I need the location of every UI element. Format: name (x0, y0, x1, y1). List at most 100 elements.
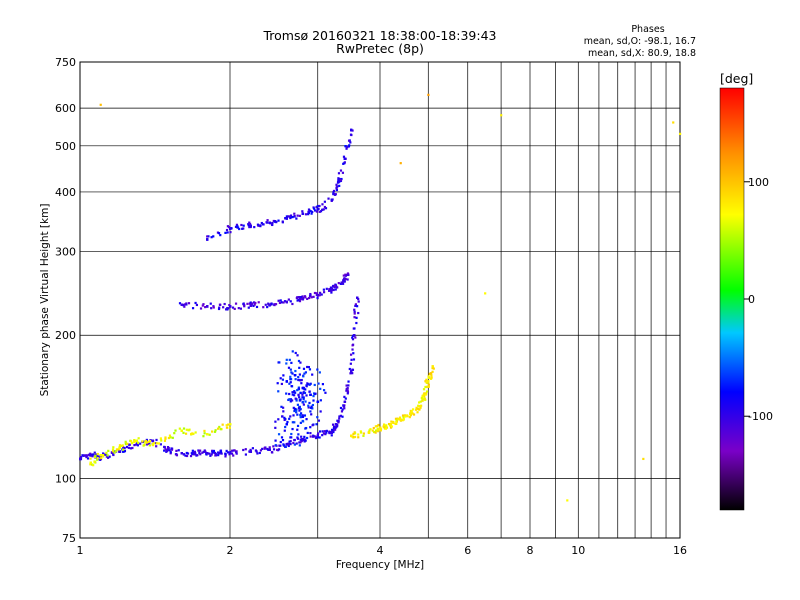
echo-point (298, 441, 301, 444)
echo-point (294, 378, 297, 381)
echo-point (300, 382, 303, 385)
echo-point (423, 392, 426, 395)
echo-point (357, 300, 360, 303)
echo-point (278, 361, 281, 364)
echo-point (332, 288, 335, 292)
echo-point (254, 301, 257, 305)
echo-point (133, 444, 136, 447)
echo-point (325, 431, 328, 434)
echo-point (199, 453, 202, 456)
echo-point (307, 213, 310, 216)
echo-point (325, 429, 328, 432)
echo-point (112, 446, 115, 449)
echo-point (206, 452, 209, 455)
echo-point (289, 216, 292, 220)
echo-point (426, 385, 429, 388)
echo-point (430, 374, 433, 377)
echo-point (379, 427, 383, 431)
echo-point (201, 451, 204, 454)
echo-point (83, 454, 86, 457)
echo-point (315, 205, 318, 209)
echo-point (308, 368, 312, 371)
echo-point (307, 210, 310, 213)
echo-point (226, 307, 229, 310)
echo-point (314, 392, 317, 395)
echo-point (409, 412, 412, 415)
echo-point (431, 366, 434, 370)
echo-point (285, 300, 288, 304)
echo-point (178, 302, 182, 305)
echo-point (427, 380, 430, 383)
echo-point (298, 373, 301, 376)
echo-point (301, 438, 305, 441)
echo-point (226, 231, 229, 234)
echo-point (145, 441, 148, 444)
y-tick-label: 300 (55, 245, 76, 258)
echo-point (352, 358, 356, 361)
echo-point (233, 307, 236, 311)
echo-point (346, 273, 350, 276)
echo-point (299, 361, 302, 364)
echo-point (97, 455, 100, 458)
echo-point (416, 407, 419, 410)
echo-point (253, 301, 256, 304)
echo-point (339, 282, 342, 285)
echo-point (329, 286, 333, 289)
echo-point (342, 162, 345, 165)
x-axis-label: Frequency [MHz] (336, 559, 424, 571)
echo-point (317, 419, 321, 422)
echo-point (349, 133, 353, 136)
echo-point (272, 448, 276, 451)
echo-point (193, 452, 197, 455)
echo-point (159, 443, 162, 446)
echo-point (156, 442, 159, 445)
echo-point (287, 215, 290, 218)
echo-point (329, 288, 332, 291)
echo-point (225, 228, 229, 232)
echo-point (94, 454, 97, 457)
y-axis-ticks: 75 100 200 300 400 500 600 750 (55, 56, 76, 545)
echo-point (228, 304, 231, 307)
echo-point (212, 306, 215, 309)
echo-point (301, 386, 305, 390)
echo-point (424, 393, 428, 396)
echo-point (294, 397, 297, 400)
echo-point (302, 296, 305, 300)
echo-point (92, 464, 95, 467)
x-tick-label: 1 (77, 544, 84, 557)
echo-point (339, 406, 343, 410)
echo-point (425, 381, 428, 384)
echo-point (218, 303, 222, 306)
echo-point (399, 162, 402, 165)
echo-point (185, 302, 188, 305)
echo-point (312, 206, 315, 209)
echo-point (185, 451, 188, 455)
echo-point (403, 414, 407, 417)
echo-point (270, 303, 273, 306)
echo-point (338, 415, 341, 418)
echo-point (344, 277, 347, 281)
echo-point (306, 297, 309, 301)
echo-point (397, 418, 400, 421)
echo-point (209, 302, 212, 305)
echo-point (166, 448, 169, 451)
echo-point (331, 423, 335, 426)
echo-point (278, 301, 282, 305)
phase-stats-title: Phases (631, 24, 664, 35)
echo-point (384, 427, 388, 430)
echo-point (346, 146, 349, 149)
echo-point (217, 232, 221, 235)
echo-point (79, 457, 82, 461)
echo-point (343, 157, 347, 160)
echo-point (110, 451, 113, 454)
echo-point (99, 454, 102, 457)
echo-point (257, 301, 260, 304)
echo-point (298, 214, 301, 217)
echo-point (234, 225, 238, 228)
echo-point (352, 432, 355, 435)
echo-point (266, 305, 269, 309)
echo-point (208, 452, 211, 455)
echo-point (324, 391, 327, 394)
echo-point (277, 390, 280, 393)
echo-point (184, 432, 188, 435)
